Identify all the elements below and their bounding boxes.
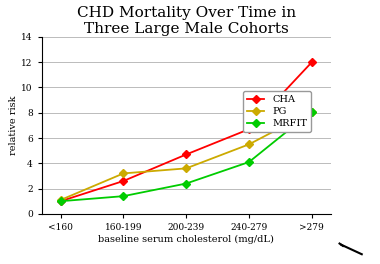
CHA [59, 200, 63, 203]
MRFIT [59, 200, 63, 203]
MRFIT [247, 161, 251, 164]
MRFIT [121, 195, 126, 198]
PG [121, 172, 126, 175]
CHA [247, 128, 251, 131]
Y-axis label: relative risk: relative risk [10, 96, 19, 155]
PG [247, 143, 251, 146]
Title: CHD Mortality Over Time in
Three Large Male Cohorts: CHD Mortality Over Time in Three Large M… [77, 6, 296, 36]
CHA [309, 61, 314, 64]
Legend: CHA, PG, MRFIT: CHA, PG, MRFIT [243, 91, 311, 132]
Line: CHA: CHA [58, 59, 315, 204]
PG [309, 110, 314, 113]
Line: PG: PG [58, 109, 315, 203]
Line: MRFIT: MRFIT [58, 109, 315, 204]
CHA [121, 180, 126, 183]
MRFIT [184, 182, 188, 185]
X-axis label: baseline serum cholesterol (mg/dL): baseline serum cholesterol (mg/dL) [98, 235, 274, 244]
PG [59, 198, 63, 201]
CHA [184, 153, 188, 156]
MRFIT [309, 110, 314, 113]
PG [184, 167, 188, 170]
